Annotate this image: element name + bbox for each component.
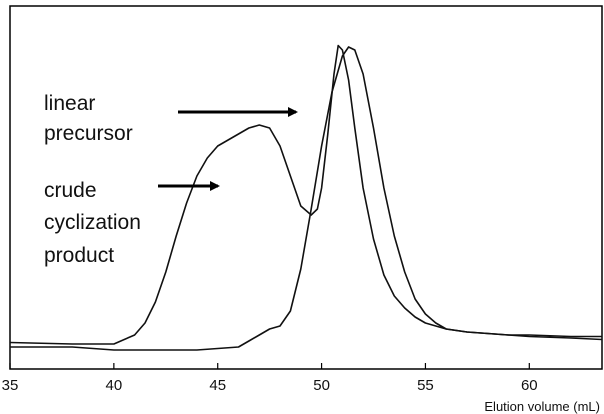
x-tick-label: 60	[521, 377, 538, 394]
plot-frame	[9, 5, 603, 370]
annotation-linear-precursor: linear precursor	[44, 92, 133, 145]
series-line-crude-cyclization-product	[9, 44, 603, 345]
x-tick-label: 45	[209, 377, 226, 394]
x-axis-title: Elution volume (mL)	[484, 399, 600, 414]
x-tick-label: 55	[417, 377, 434, 394]
series-layer	[9, 44, 603, 351]
annotation-line: crude	[44, 179, 97, 202]
annotation-crude-cyclization-product: crude cyclization product	[44, 179, 147, 267]
x-tick-label: 40	[106, 377, 123, 394]
annotation-line: precursor	[44, 122, 133, 145]
x-tick-label: 50	[313, 377, 330, 394]
x-axis-ticks: 35 40 45 50 55 60	[2, 363, 538, 394]
annotation-line: linear	[44, 92, 95, 115]
annotation-line: cyclization	[44, 211, 141, 234]
series-line-linear-precursor	[10, 46, 602, 351]
x-tick-label: 35	[2, 377, 19, 394]
annotation-line: product	[44, 244, 114, 267]
